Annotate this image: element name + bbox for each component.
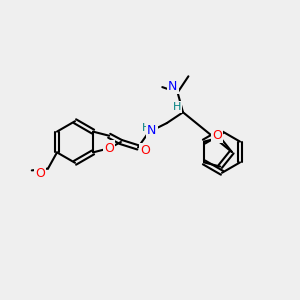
Text: O: O [140,144,150,157]
Text: N: N [168,80,177,93]
Text: N: N [147,124,157,136]
Text: H: H [142,123,150,133]
Text: O: O [212,129,222,142]
Text: H: H [173,102,181,112]
Text: O: O [104,142,114,155]
Text: O: O [35,167,45,180]
